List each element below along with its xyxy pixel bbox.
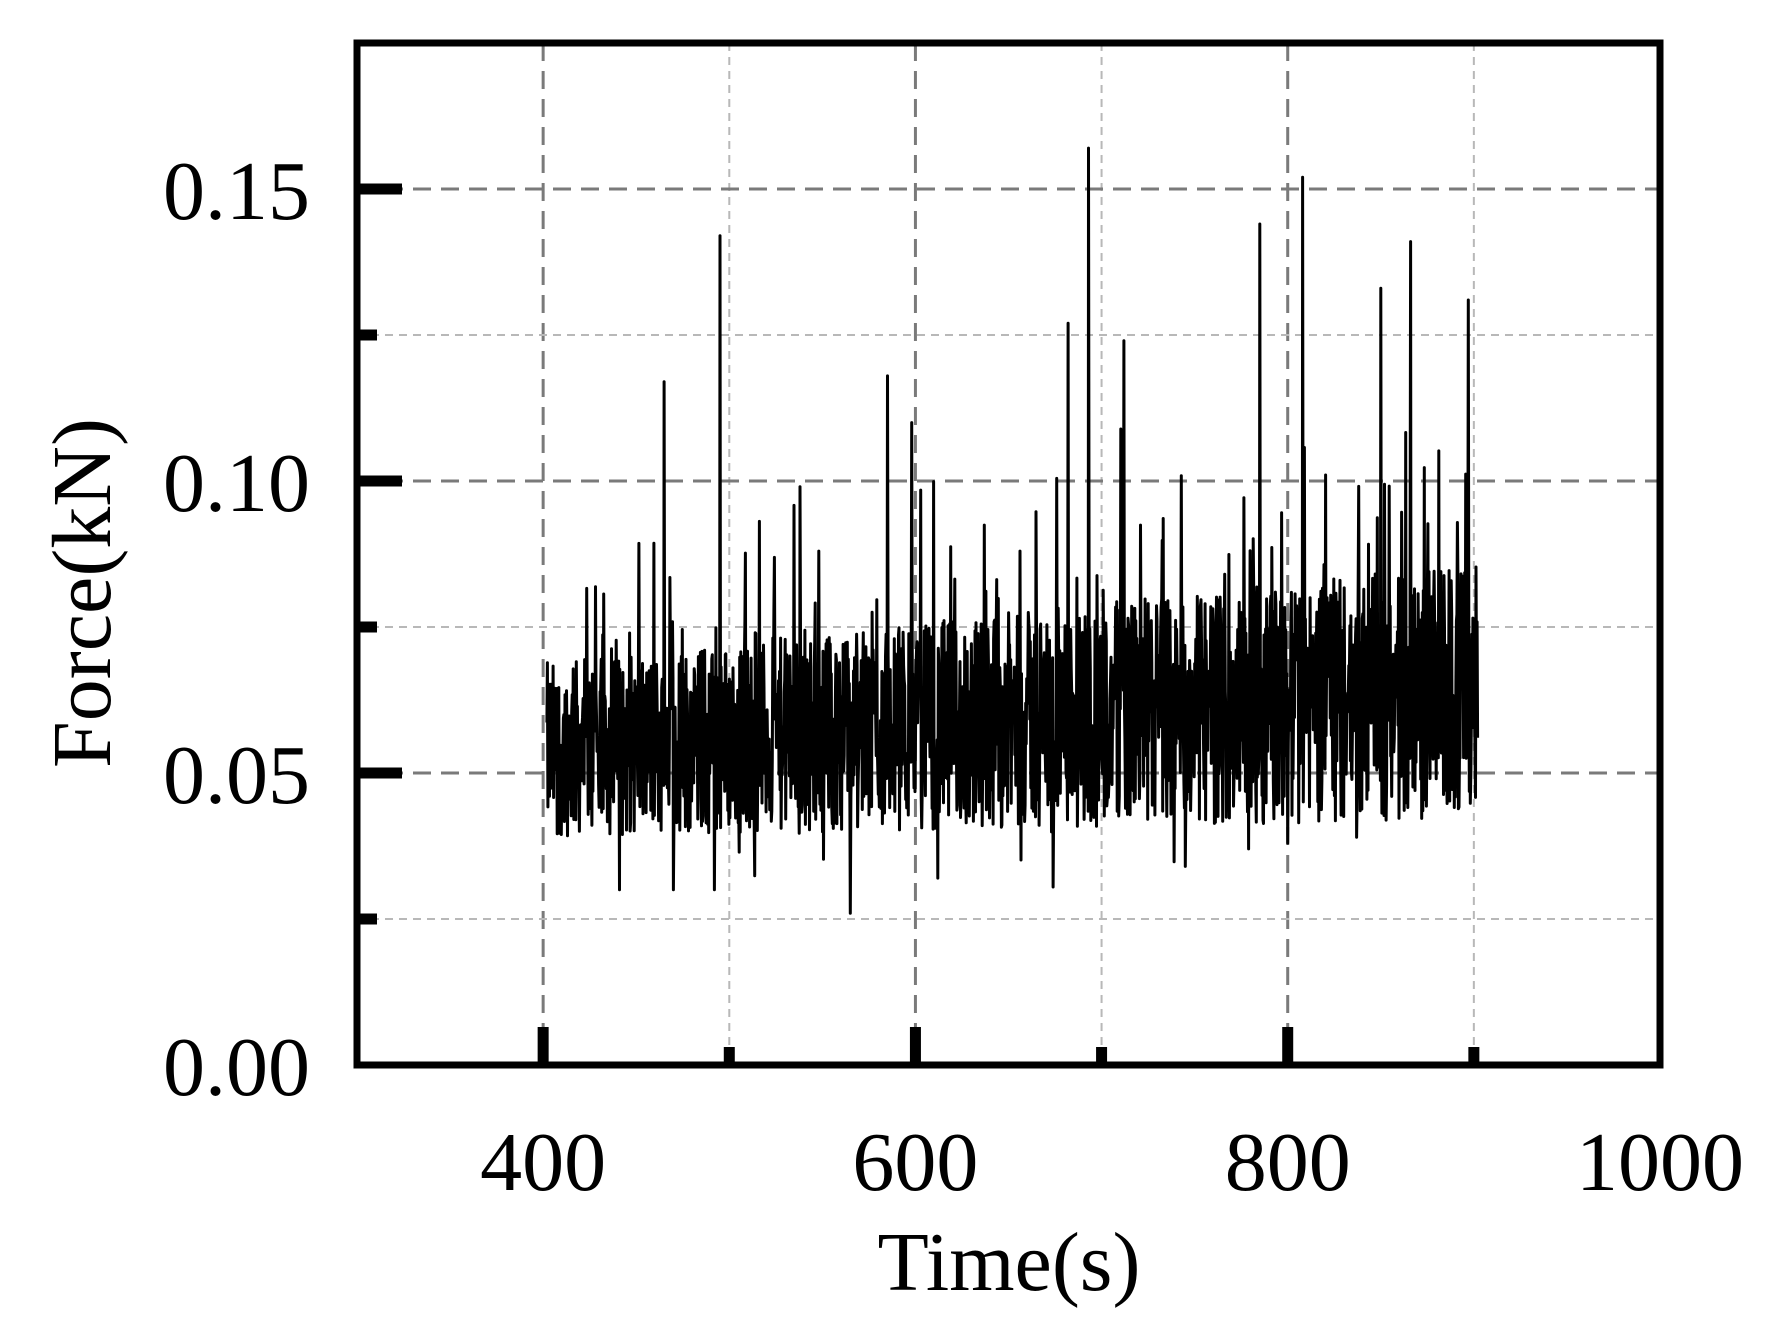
x-tick-label: 400: [480, 1116, 606, 1209]
x-tick-label: 1000: [1576, 1116, 1744, 1209]
series-force: [545, 146, 1480, 915]
x-tick-label: 600: [852, 1116, 978, 1209]
axis-ticks: [357, 183, 1480, 1065]
x-tick-label: 800: [1225, 1116, 1351, 1209]
tick-labels: 400 600 800 1000 0.00 0.05 0.10 0.15: [163, 145, 1744, 1209]
y-tick-label: 0.05: [163, 729, 310, 822]
plot-frame: [353, 39, 1664, 1069]
force-line: [545, 146, 1480, 915]
y-axis-label: Force(kN): [36, 418, 129, 768]
y-tick-label: 0.00: [163, 1021, 310, 1114]
y-tick-label: 0.10: [163, 437, 310, 530]
plot-border: [353, 39, 1664, 1069]
y-tick-label: 0.15: [163, 145, 310, 238]
x-axis-label: Time(s): [878, 1216, 1141, 1309]
